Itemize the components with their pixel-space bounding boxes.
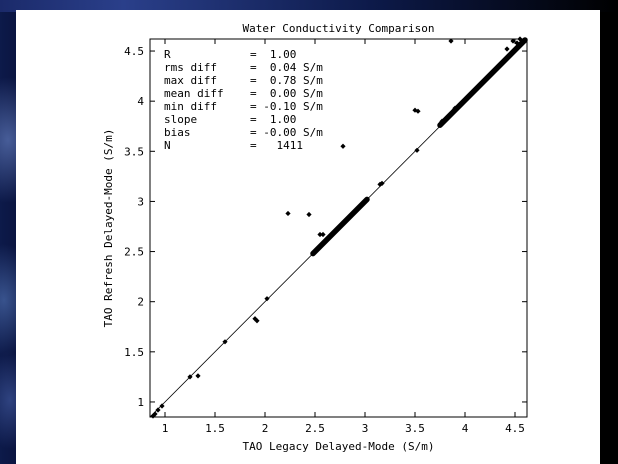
data-point — [414, 147, 420, 153]
stat-value: = 1.00 — [250, 113, 296, 126]
stat-label: mean diff — [164, 87, 224, 100]
data-point — [222, 339, 228, 345]
dense-point-cluster — [437, 37, 528, 128]
data-point — [285, 210, 291, 217]
stat-label: rms diff — [164, 61, 217, 74]
stat-value: = 1411 — [250, 139, 303, 152]
data-point — [415, 108, 421, 114]
y-tick-label: 1 — [137, 396, 144, 409]
stat-value: = -0.00 S/m — [250, 126, 323, 139]
x-axis-ticks: 1 1.5 2 2.5 3 3.5 4 4.5 — [162, 39, 525, 435]
y-axis-label: TAO Refresh Delayed-Mode (S/m) — [102, 129, 115, 328]
stat-label: bias — [164, 126, 191, 139]
stat-label: N — [164, 139, 171, 152]
x-tick-label: 3 — [362, 422, 369, 435]
data-point — [340, 143, 346, 149]
scatter-chart: Water Conductivity Comparison 1 1.5 2 2.5 3 3… — [102, 22, 528, 453]
y-axis-ticks: 1 1.5 2 2.5 3 3.5 4 4.5 — [124, 45, 527, 409]
data-point — [254, 318, 260, 324]
stats-box: R = 1.00 rms diff = 0.04 S/m max diff = 0.78 … — [164, 48, 323, 152]
dense-point-cluster — [310, 196, 370, 257]
data-point — [264, 296, 270, 302]
dense-points-layer — [310, 37, 528, 257]
stat-label: min diff — [164, 100, 217, 113]
data-point — [317, 231, 323, 238]
y-tick-label: 4.5 — [124, 45, 144, 58]
plot-frame — [149, 38, 528, 418]
data-point — [514, 40, 520, 46]
y-tick-label: 3.5 — [124, 145, 144, 158]
x-tick-label: 4.5 — [505, 422, 525, 435]
x-tick-label: 4 — [462, 422, 469, 435]
chart-title: Water Conductivity Comparison — [242, 22, 434, 35]
data-point — [187, 374, 193, 380]
x-tick-label: 2 — [262, 422, 269, 435]
data-point — [306, 211, 312, 218]
points-layer — [150, 36, 523, 419]
x-tick-label: 1 — [162, 422, 169, 435]
data-point — [439, 118, 445, 124]
data-point — [452, 105, 458, 111]
stat-value: = 0.00 S/m — [250, 87, 323, 100]
figure-panel: Water Conductivity Comparison 1 1.5 2 2.5 3 3… — [16, 10, 600, 464]
stat-label: max diff — [164, 74, 217, 87]
x-tick-label: 1.5 — [205, 422, 225, 435]
data-point — [150, 413, 156, 419]
x-tick-label: 2.5 — [305, 422, 325, 435]
y-tick-label: 2 — [137, 296, 144, 309]
y-tick-label: 2.5 — [124, 246, 144, 259]
stat-label: slope — [164, 113, 197, 126]
stat-value: = -0.10 S/m — [250, 100, 323, 113]
data-point — [504, 46, 510, 52]
background-top-strip — [0, 0, 618, 12]
data-point — [320, 231, 326, 238]
x-tick-label: 3.5 — [405, 422, 425, 435]
y-tick-label: 1.5 — [124, 346, 144, 359]
data-point — [457, 101, 463, 107]
data-point — [159, 403, 165, 409]
data-point — [517, 36, 523, 42]
data-point — [379, 180, 385, 186]
y-tick-label: 4 — [137, 95, 144, 108]
data-point — [152, 411, 158, 417]
x-axis-label: TAO Legacy Delayed-Mode (S/m) — [242, 440, 434, 453]
data-point — [448, 38, 454, 44]
stat-value: = 1.00 — [250, 48, 296, 61]
data-point — [195, 373, 201, 379]
stat-value: = 0.78 S/m — [250, 74, 323, 87]
data-point — [510, 38, 516, 44]
data-point — [155, 407, 161, 413]
stat-value: = 0.04 S/m — [250, 61, 323, 74]
y-tick-label: 3 — [137, 195, 144, 208]
stat-label: R — [164, 48, 171, 61]
